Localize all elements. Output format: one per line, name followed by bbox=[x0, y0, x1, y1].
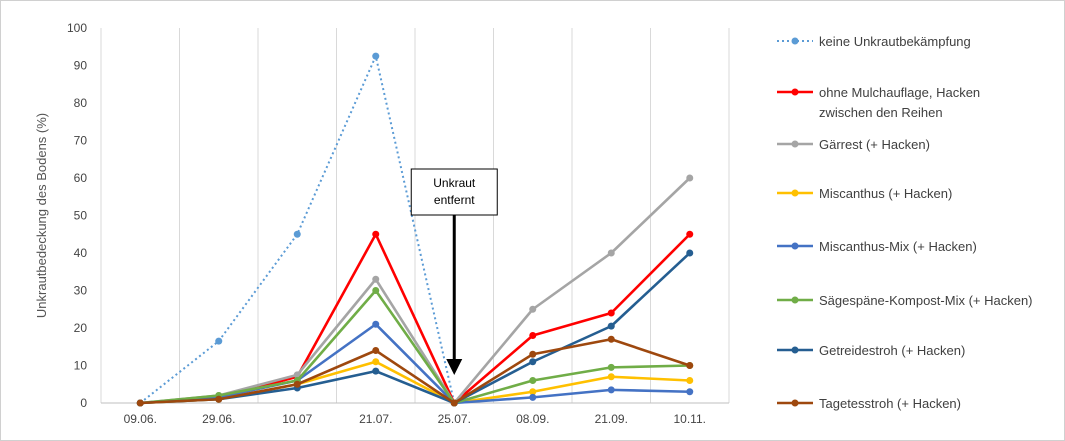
data-point bbox=[529, 358, 537, 366]
legend-label: keine Unkrautbekämpfung bbox=[819, 34, 971, 49]
data-point bbox=[607, 249, 615, 257]
data-point bbox=[529, 305, 537, 313]
data-point bbox=[529, 388, 537, 396]
data-point bbox=[372, 320, 380, 328]
data-point bbox=[607, 309, 615, 317]
data-point bbox=[686, 377, 694, 384]
x-tick-label: 25.07. bbox=[438, 412, 471, 426]
x-tick-label: 21.07. bbox=[359, 412, 392, 426]
legend-label: Miscanthus-Mix (+ Hacken) bbox=[819, 239, 977, 254]
data-point bbox=[607, 322, 615, 330]
data-point bbox=[686, 362, 694, 369]
legend-swatch-marker bbox=[791, 242, 799, 250]
legend-entry-5: Sägespäne-Kompost-Mix (+ Hacken) bbox=[777, 293, 1033, 308]
data-point bbox=[529, 332, 537, 339]
annotation-text: Unkraut bbox=[433, 176, 476, 190]
legend-entry-7: Tagetesstroh (+ Hacken) bbox=[777, 396, 961, 411]
series-line bbox=[139, 55, 456, 404]
legend-swatch-marker bbox=[791, 399, 799, 407]
annotation: Unkraut entfernt bbox=[410, 168, 498, 375]
data-point bbox=[372, 230, 380, 238]
series-line bbox=[140, 337, 691, 405]
x-tick-label: 09.06. bbox=[124, 412, 157, 426]
data-point bbox=[607, 363, 615, 371]
data-point bbox=[607, 373, 615, 381]
data-point bbox=[686, 388, 694, 396]
data-point bbox=[293, 230, 301, 238]
legend-swatch-marker bbox=[791, 140, 799, 148]
y-tick-label: 60 bbox=[74, 171, 88, 185]
x-tick-label: 21.09. bbox=[595, 412, 628, 426]
legend-entry-0: keine Unkrautbekämpfung bbox=[777, 34, 971, 49]
series-0 bbox=[136, 52, 458, 407]
data-point bbox=[372, 287, 380, 294]
legend-entry-3: Miscanthus (+ Hacken) bbox=[777, 186, 952, 201]
legend-swatch-marker bbox=[791, 189, 799, 197]
data-point bbox=[529, 350, 537, 358]
legend: keine Unkrautbekämpfung ohne Mulchauflage… bbox=[777, 34, 1033, 411]
y-tick-label: 80 bbox=[74, 96, 88, 110]
y-axis-title: Unkrautbedeckung des Bodens (%) bbox=[34, 113, 49, 318]
x-tick-label: 10.11. bbox=[674, 412, 706, 426]
data-point bbox=[372, 367, 380, 375]
y-tick-label: 40 bbox=[74, 246, 88, 260]
legend-swatch-marker bbox=[791, 296, 799, 304]
legend-entry-6: Getreidestroh (+ Hacken) bbox=[777, 343, 965, 358]
legend-label: Gärrest (+ Hacken) bbox=[819, 137, 930, 152]
annotations: Unkraut entfernt bbox=[410, 168, 498, 375]
y-tick-label: 100 bbox=[67, 21, 87, 35]
data-point bbox=[450, 399, 458, 407]
data-point bbox=[529, 377, 537, 384]
data-point bbox=[686, 249, 694, 257]
data-point bbox=[215, 395, 223, 403]
legend-entry-2: Gärrest (+ Hacken) bbox=[777, 137, 930, 152]
y-tick-label: 70 bbox=[74, 134, 88, 148]
series-line bbox=[140, 322, 690, 405]
y-tick-label: 30 bbox=[74, 284, 88, 298]
axes: 0 10 20 30 40 50 60 70 80 90 100 09.06. 29.06. 10.07 2… bbox=[34, 21, 729, 426]
data-point bbox=[293, 380, 301, 388]
series-line bbox=[140, 289, 690, 405]
legend-entry-1: ohne Mulchauflage, Hacken zwischen den Re… bbox=[777, 85, 980, 120]
legend-label: Getreidestroh (+ Hacken) bbox=[819, 343, 965, 358]
data-point bbox=[686, 174, 694, 182]
y-tick-label: 50 bbox=[74, 209, 88, 223]
legend-entry-4: Miscanthus-Mix (+ Hacken) bbox=[777, 239, 977, 254]
x-tick-label: 10.07 bbox=[282, 412, 312, 426]
series-7 bbox=[136, 335, 694, 407]
data-point bbox=[372, 347, 380, 354]
y-tick-label: 90 bbox=[74, 59, 88, 73]
data-series bbox=[136, 52, 694, 407]
data-point bbox=[372, 52, 380, 60]
legend-label: Miscanthus (+ Hacken) bbox=[819, 186, 952, 201]
legend-swatch-marker bbox=[791, 88, 799, 96]
legend-label: ohne Mulchauflage, Hacken bbox=[819, 85, 980, 100]
data-point bbox=[136, 399, 144, 407]
annotation-text: entfernt bbox=[434, 193, 475, 207]
legend-swatch-marker bbox=[791, 37, 799, 45]
data-point bbox=[372, 275, 380, 283]
y-tick-label: 20 bbox=[74, 321, 88, 335]
legend-label: Tagetesstroh (+ Hacken) bbox=[819, 396, 961, 411]
y-tick-label: 10 bbox=[74, 359, 88, 373]
data-point bbox=[607, 386, 615, 394]
annotation-box bbox=[410, 168, 498, 216]
data-point bbox=[215, 337, 223, 345]
data-point bbox=[686, 230, 694, 238]
y-tick-label: 0 bbox=[80, 396, 87, 410]
annotation-arrow-head bbox=[446, 359, 463, 375]
data-point bbox=[607, 335, 615, 343]
x-tick-label: 08.09. bbox=[516, 412, 549, 426]
legend-label: zwischen den Reihen bbox=[819, 105, 943, 120]
x-tick-label: 29.06. bbox=[202, 412, 235, 426]
legend-swatch-marker bbox=[791, 346, 799, 354]
legend-label: Sägespäne-Kompost-Mix (+ Hacken) bbox=[819, 293, 1033, 308]
data-point bbox=[372, 358, 380, 366]
data-point bbox=[529, 393, 537, 401]
